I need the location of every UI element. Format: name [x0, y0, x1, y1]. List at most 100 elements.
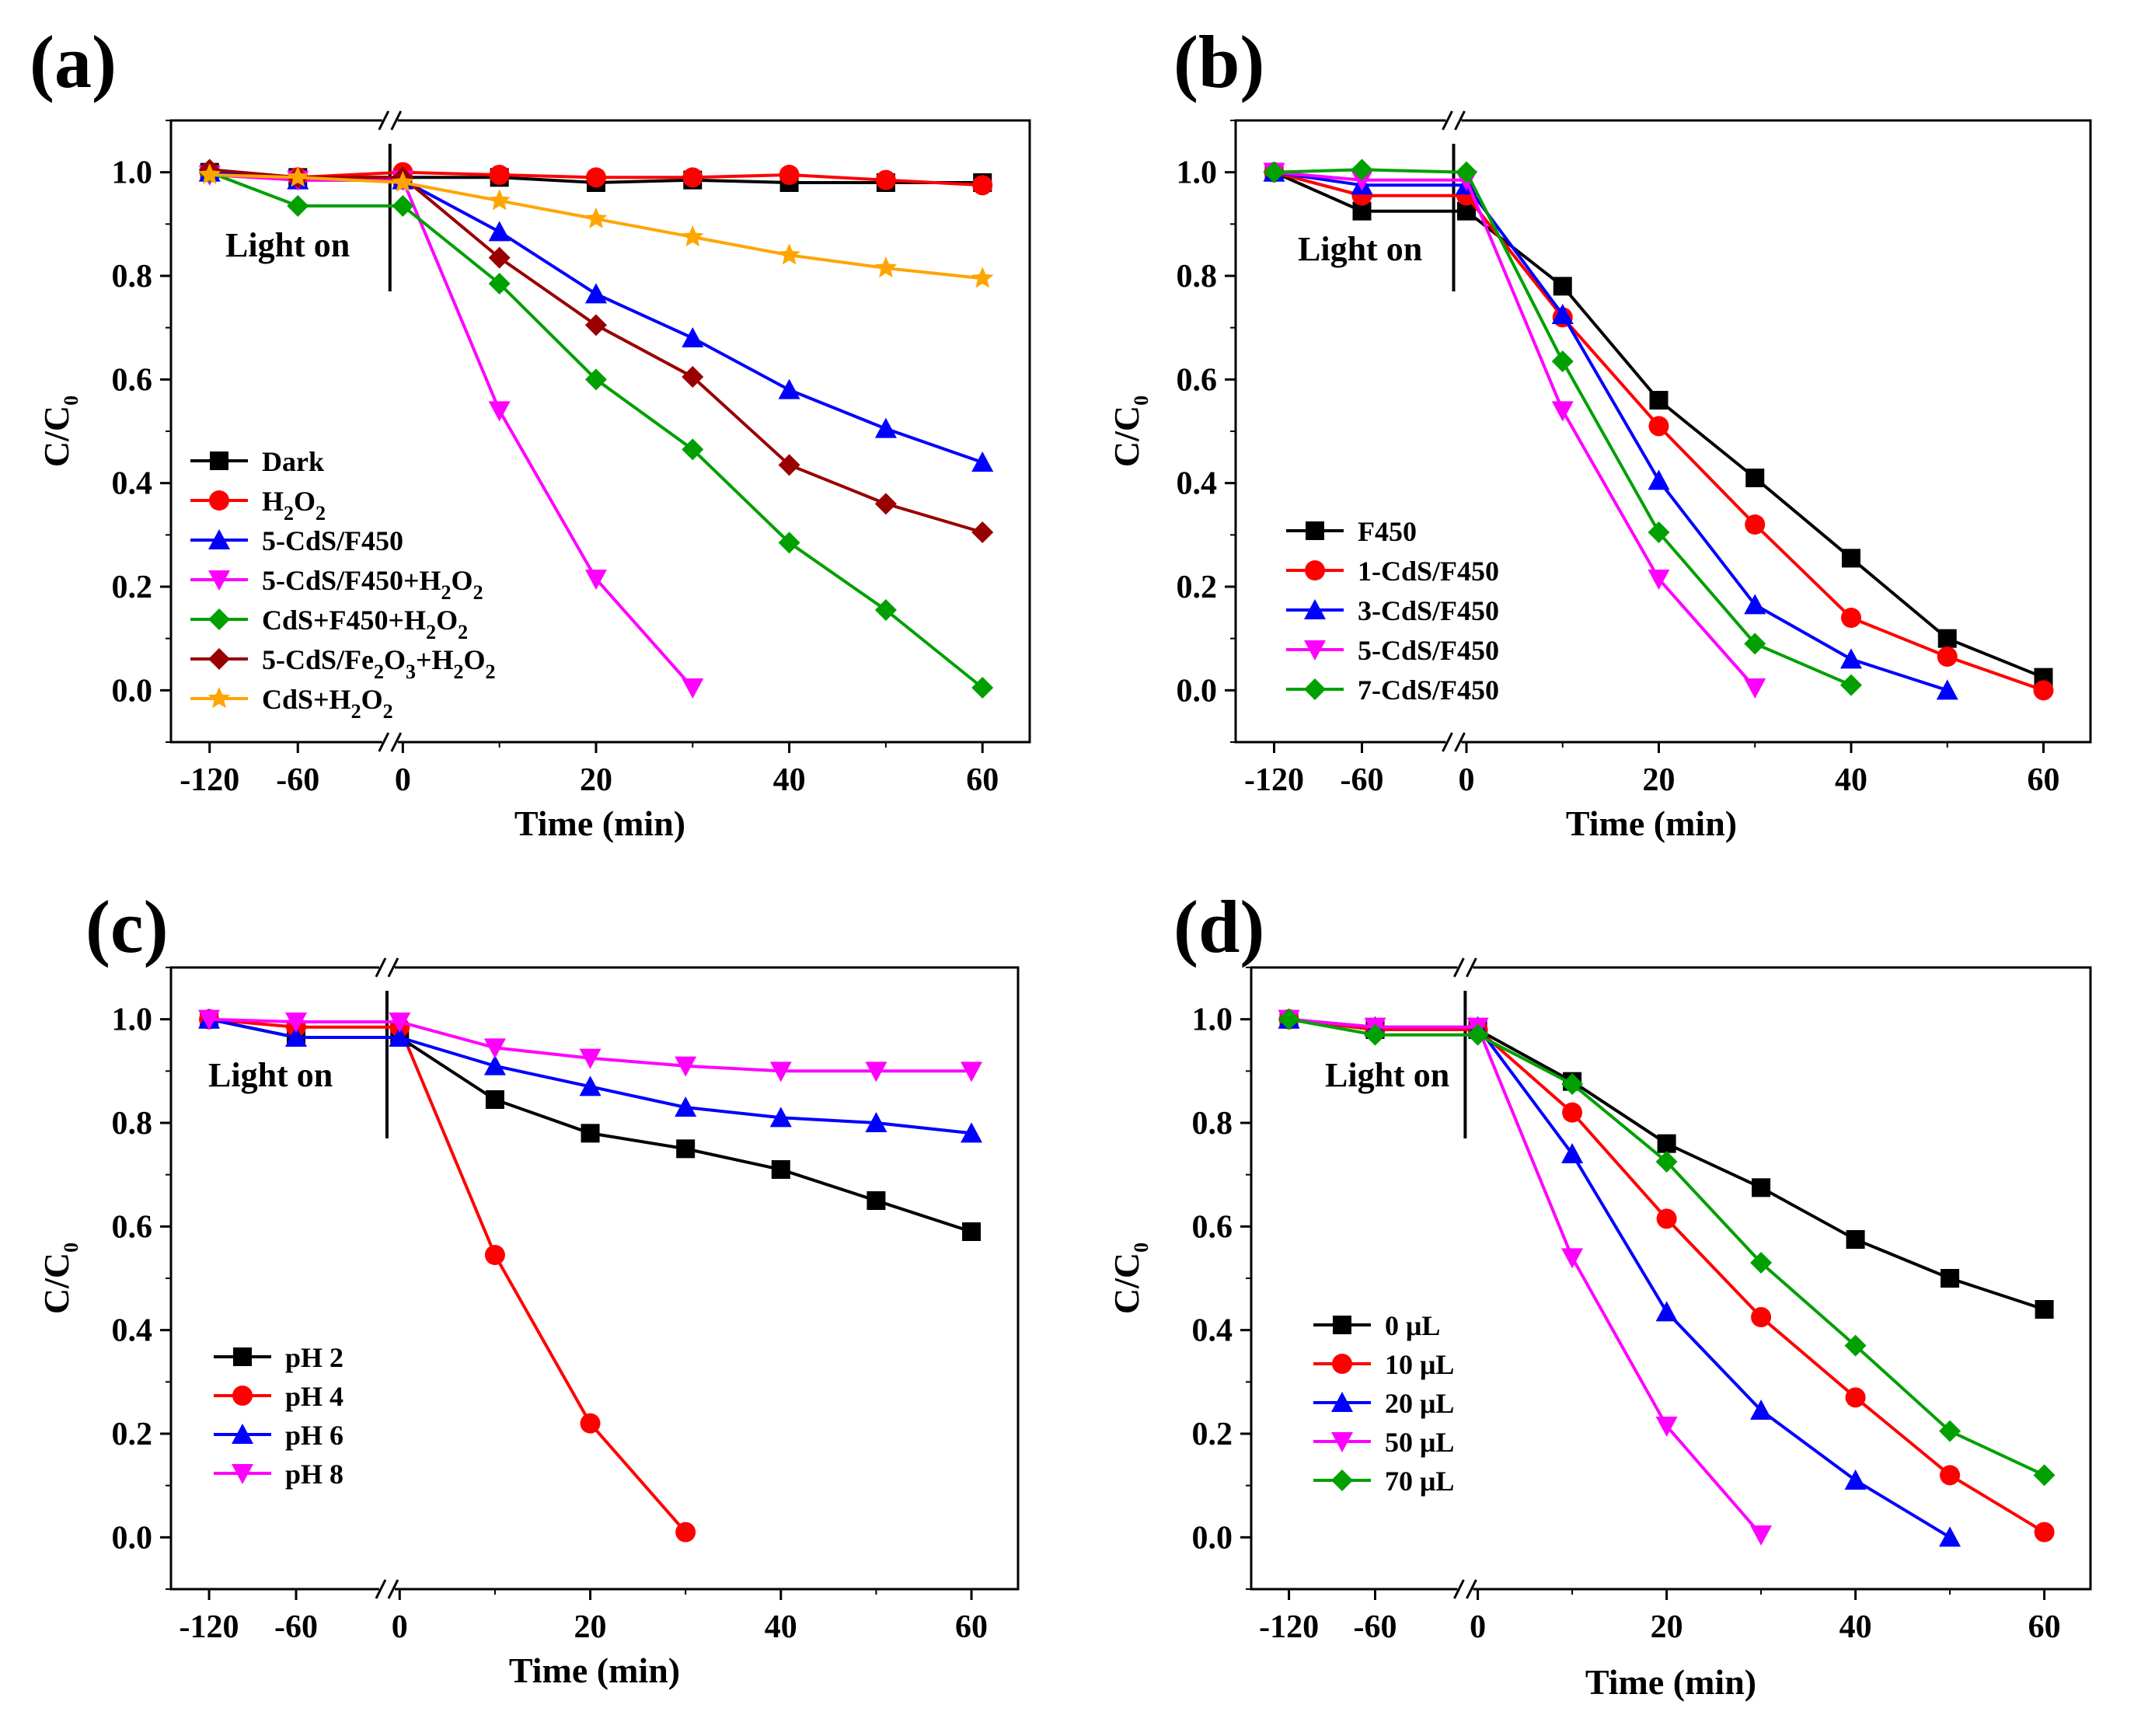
panel-d-series-1-point-7 [1940, 1465, 1961, 1486]
panel-a-ytick-label-1: 0.2 [112, 570, 153, 605]
panel-d-series-2-point-5 [1750, 1400, 1773, 1420]
panel-a-ytick-label-4: 0.8 [112, 259, 153, 295]
panel-a-series-6-point-6 [778, 243, 800, 265]
panel-b-series-2-line [1274, 170, 1948, 692]
panel-a-series-4-point-1 [287, 195, 309, 217]
panel-a-ytick-label-2: 0.4 [112, 466, 153, 502]
panel-a: (a)0.00.20.40.60.81.0-120 -60 0 20 40 60Time … [30, 20, 1031, 843]
panel-b-series-1-point-5 [1745, 514, 1766, 535]
panel-a-legend-marker-0 [210, 451, 228, 470]
panel-d-series-4-point-5 [1750, 1252, 1773, 1274]
panel-c-series-2-point-5 [675, 1096, 697, 1117]
panel-c-series-3-point-4 [579, 1048, 602, 1069]
panel-c-series-3-point-7 [865, 1061, 887, 1082]
panel-a-series-1-point-4 [585, 167, 606, 188]
panel-c-series-1-point-4 [580, 1413, 601, 1434]
panel-b-xtick-label-0: -120 [1244, 762, 1304, 798]
panel-a-legend-text-4-part-2: O [436, 605, 458, 636]
panel-b-x-axis-title: Time (min) [1566, 804, 1737, 843]
panel-a-break-mark-1a [378, 732, 390, 752]
panel-b-legend-text-3: 5-CdS/F450 [1358, 635, 1499, 666]
panel-a-series-6-point-3 [488, 189, 511, 211]
panel-a-legend-text-4: CdS+F450+H2O2 [262, 605, 468, 643]
panel-a-legend-text-1-part-2: O [294, 486, 316, 517]
panel-b-series-2-point-7 [1936, 679, 1958, 700]
panel-b-legend-marker-3 [1304, 640, 1326, 661]
panel-b-legend-text-2: 3-CdS/F450 [1358, 595, 1499, 626]
panel-b-ytick-label-4: 0.8 [1177, 259, 1218, 295]
panel-d-series-4-point-0 [1278, 1008, 1300, 1030]
panel-d-series-2-point-4 [1655, 1301, 1678, 1322]
panel-c-ytick-label-2: 0.4 [112, 1313, 153, 1349]
panel-a-series-2-point-4 [584, 283, 607, 304]
panel-a-series-1-point-6 [779, 165, 800, 185]
panel-a-series-2-point-7 [874, 417, 897, 438]
panel-a-series-4-point-4 [584, 368, 607, 391]
panel-d-ytick-label-0: 0.0 [1192, 1520, 1233, 1556]
panel-c-legend-marker-2 [232, 1424, 253, 1444]
panel-d-legend-text-0: 0 μL [1385, 1310, 1440, 1341]
panel-c-legend-marker-1 [232, 1386, 253, 1406]
panel-d-legend-item-0: 0 μL [1313, 1310, 1440, 1341]
panel-d-legend-text-1-part-0: 10 μL [1385, 1349, 1454, 1380]
panel-d-series-2-point-3 [1561, 1143, 1584, 1163]
panel-c-series-3-point-6 [769, 1061, 792, 1082]
panel-c-xtick-label-2: 0 [392, 1609, 408, 1645]
panel-d-ytick-label-1: 0.2 [1192, 1417, 1233, 1452]
panel-b-xtick-label-2: 0 [1459, 762, 1475, 798]
panel-a-legend-text-1-part-3: 2 [316, 502, 326, 525]
panel-a-legend-text-4-part-3: 2 [458, 621, 468, 643]
panel-a-series-3-point-5 [682, 678, 704, 699]
panel-a-light-on-annotation: Light on [225, 226, 350, 264]
panel-a-label: (a) [30, 20, 117, 103]
panel-a-legend-text-0: Dark [262, 446, 324, 477]
panel-d-legend-marker-4 [1331, 1469, 1353, 1491]
panel-d-series-2-point-7 [1939, 1526, 1961, 1547]
panel-c-legend-text-0-part-0: pH 2 [285, 1342, 343, 1373]
panel-c-y-axis-title-sub: 0 [60, 1243, 82, 1253]
panel-d-legend-text-4: 70 μL [1385, 1466, 1454, 1497]
panel-c-ytick-label-1: 0.2 [112, 1417, 153, 1452]
panel-c: (c) 0.0 0.2 0.4 0.6 0.8 1.0 -120 -60 0 20 40 60 Time … [37, 885, 1020, 1690]
panel-b-series-4 [1263, 159, 1862, 696]
panel-b-break-mark-1b [1454, 732, 1466, 752]
panel-a-series-1-point-5 [682, 167, 703, 188]
panel-c-xtick-label-4: 40 [765, 1609, 797, 1645]
panel-a-legend-text-1-part-0: H [262, 486, 284, 517]
panel-c-legend-item-2: pH 6 [214, 1420, 343, 1451]
panel-a-legend-marker-5 [208, 648, 230, 670]
panel-d-label: (d) [1173, 885, 1264, 968]
panel-a-xtick-label-0: -120 [180, 762, 239, 798]
panel-d-y-axis-title: C/C0 [1107, 1243, 1152, 1314]
panel-c-legend-text-2: pH 6 [285, 1420, 343, 1451]
panel-d-xtick-label-3: 20 [1651, 1609, 1683, 1645]
panel-a-legend-item-3: 5-CdS/F450+H2O2 [190, 565, 483, 604]
panel-a-legend-marker-1 [209, 490, 229, 511]
panel-c-ytick-label-0: 0.0 [112, 1520, 153, 1556]
panel-d-legend-text-3: 50 μL [1385, 1427, 1454, 1458]
panel-a-x-axis-title: Time (min) [514, 804, 685, 843]
panel-c-series-0-point-4 [581, 1124, 600, 1143]
panel-b-series-1-point-4 [1648, 416, 1669, 437]
panel-a-legend-item-2: 5-CdS/F450 [190, 525, 403, 556]
panel-c-series-1-point-3 [484, 1245, 505, 1265]
panel-a-series-4-point-6 [778, 532, 800, 554]
panel-b-legend-text-3-part-0: 5-CdS/F450 [1358, 635, 1499, 666]
panel-d-legend-item-1: 10 μL [1313, 1349, 1454, 1380]
panel-b-legend-text-2-part-0: 3-CdS/F450 [1358, 595, 1499, 626]
panel-a-series-5-point-6 [778, 454, 800, 476]
panel-a-break-mark-1b [390, 732, 403, 752]
panel-c-light-on-annotation: Light on [208, 1056, 333, 1094]
panel-b-series-4-point-0 [1263, 161, 1285, 183]
panel-b-legend-text-0-part-0: F450 [1358, 516, 1417, 547]
panel-c-label: (c) [85, 885, 169, 968]
panel-b-legend-text-0: F450 [1358, 516, 1417, 547]
panel-a-legend-text-5-part-2: O [384, 644, 406, 675]
panel-a-series-1-point-8 [972, 175, 993, 196]
panel-d-legend-text-3-part-0: 50 μL [1385, 1427, 1454, 1458]
panel-b-series-2-point-3 [1551, 304, 1574, 324]
panel-d-series-3-point-5 [1750, 1525, 1773, 1546]
panel-a-legend-text-4-part-1: 2 [426, 621, 436, 643]
panel-d-series-3-line [1288, 1017, 1763, 1536]
